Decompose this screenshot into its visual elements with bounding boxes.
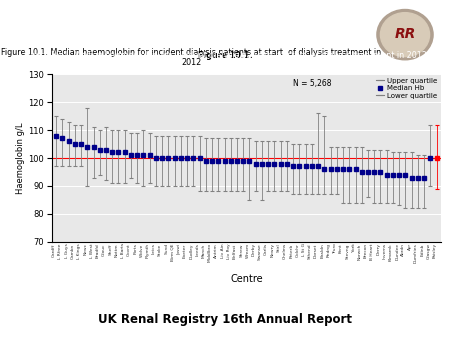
Text: Centre: Centre (230, 274, 263, 284)
Text: Truro: Truro (333, 243, 337, 254)
Text: Redng: Redng (327, 243, 331, 257)
Text: Ayr: Ayr (408, 243, 412, 250)
Text: L Guys: L Guys (65, 243, 68, 258)
Text: Chelms: Chelms (283, 243, 287, 260)
Text: Wrexm: Wrexm (246, 243, 249, 259)
Text: Belfast: Belfast (233, 243, 237, 259)
Text: Klmarnk: Klmarnk (389, 243, 393, 261)
Text: RR: RR (394, 27, 416, 41)
Text: Dundee: Dundee (395, 243, 399, 261)
Text: Sund: Sund (164, 243, 168, 255)
Text: Basldn: Basldn (320, 243, 324, 258)
Circle shape (380, 13, 430, 57)
Circle shape (377, 9, 433, 60)
Text: Abrdn: Abrdn (401, 243, 405, 256)
Text: Sthend: Sthend (308, 243, 312, 259)
Text: UK Renal Registry 16th Annual Report: UK Renal Registry 16th Annual Report (98, 313, 352, 326)
Text: Nottm: Nottm (114, 243, 118, 257)
Text: Exeter: Exeter (183, 243, 187, 258)
Text: Ipswi: Ipswi (177, 243, 181, 255)
Text: Figure 10.1. Median haemoglobin for incident dialysis patients at start  of dial: Figure 10.1. Median haemoglobin for inci… (23, 51, 427, 60)
Text: Newry: Newry (270, 243, 274, 257)
Text: Manch: Manch (202, 243, 206, 258)
Text: Stirl: Stirl (277, 243, 281, 252)
Text: Shrew: Shrew (239, 243, 243, 257)
Text: Stoke: Stoke (158, 243, 162, 256)
Text: Peterb: Peterb (289, 243, 293, 258)
Text: Colchr: Colchr (295, 243, 299, 257)
Text: Swanse: Swanse (258, 243, 262, 260)
Text: Carlis: Carlis (264, 243, 268, 256)
Text: Glouc: Glouc (102, 243, 106, 256)
Text: Liv Ain: Liv Ain (220, 243, 225, 258)
Text: L Barts: L Barts (121, 243, 125, 259)
Text: Inverns: Inverns (383, 243, 387, 259)
Text: L Rfree: L Rfree (58, 243, 63, 259)
Text: Cambn: Cambn (71, 243, 75, 259)
Text: Middlbro: Middlbro (208, 243, 212, 262)
Text: Ports: Ports (133, 243, 137, 254)
Text: Edinb: Edinb (420, 243, 424, 256)
Text: Norwch: Norwch (358, 243, 362, 260)
Text: L Kings: L Kings (77, 243, 81, 259)
Text: Stevng: Stevng (345, 243, 349, 259)
Text: Kent: Kent (339, 243, 343, 253)
Text: Covnt: Covnt (127, 243, 131, 256)
Text: Sheff: Sheff (108, 243, 112, 255)
Text: Figure 10.1.: Figure 10.1. (198, 51, 252, 60)
Text: Dumfries: Dumfries (414, 243, 418, 263)
Text: York: York (351, 243, 356, 252)
Text: Cardff: Cardff (52, 243, 56, 257)
Text: Wolve: Wolve (140, 243, 144, 257)
Text: Dudley: Dudley (189, 243, 194, 259)
Text: Bradfd: Bradfd (96, 243, 100, 258)
Text: Derby: Derby (252, 243, 256, 257)
Text: Birm QE: Birm QE (171, 243, 175, 261)
Text: Glasgw: Glasgw (427, 243, 430, 259)
Text: Liv Roy: Liv Roy (227, 243, 231, 259)
Text: Plymth: Plymth (146, 243, 150, 259)
Text: Derry: Derry (377, 243, 381, 256)
Text: N = 5,268: N = 5,268 (293, 79, 332, 88)
Legend: Upper quartile, Median Hb, Lower quartile: Upper quartile, Median Hb, Lower quartil… (376, 78, 437, 99)
Text: Paisley: Paisley (432, 243, 436, 259)
Text: Figure 10.1. Median haemoglobin for incident dialysis patients at start  of dial: Figure 10.1. Median haemoglobin for inci… (1, 48, 381, 67)
Text: L West: L West (90, 243, 94, 258)
Text: Leics: Leics (152, 243, 156, 254)
Text: Leeds: Leeds (196, 243, 200, 256)
Text: B Heart: B Heart (370, 243, 374, 260)
Text: Brecon: Brecon (364, 243, 368, 259)
Text: Dorset: Dorset (314, 243, 318, 258)
Text: L St G: L St G (302, 243, 306, 256)
Y-axis label: Haemoglobin g/L: Haemoglobin g/L (17, 122, 26, 194)
Text: Antrim: Antrim (214, 243, 218, 258)
Text: Newc: Newc (83, 243, 87, 256)
